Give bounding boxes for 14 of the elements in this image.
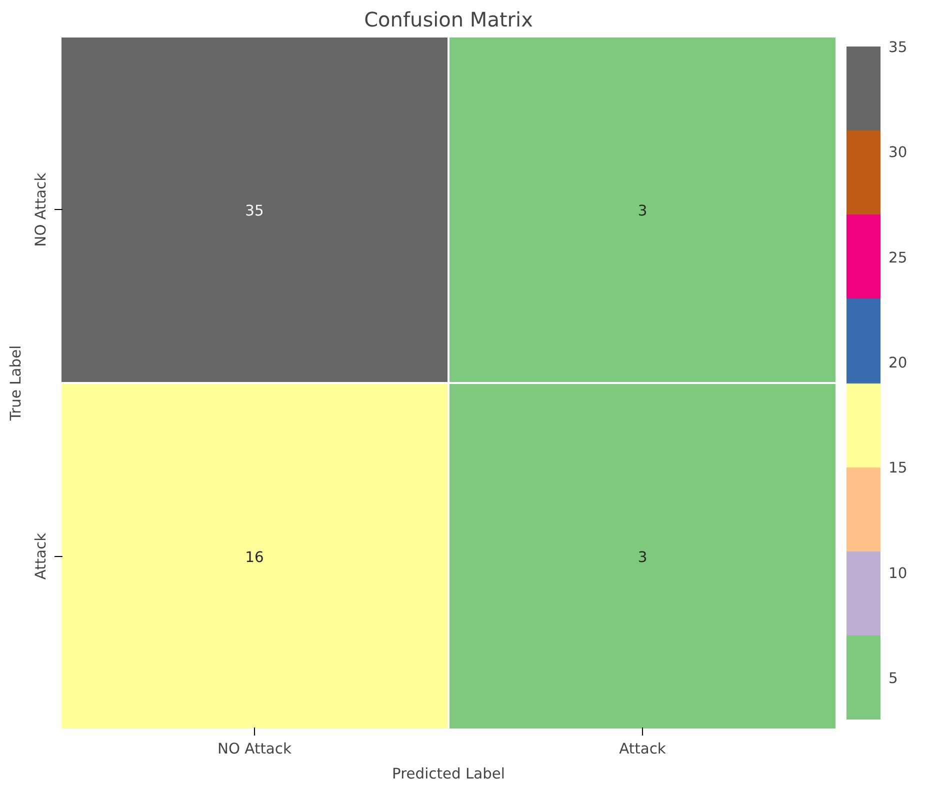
data-label: 35 (245, 202, 264, 220)
data-label: 3 (638, 548, 648, 566)
color-bar-label: 15 (888, 460, 908, 477)
x-axis-title: Predicted Label (392, 766, 505, 782)
data-label: 3 (638, 202, 648, 220)
color-bar-label: 10 (888, 564, 908, 582)
color-bar-label: 5 (888, 670, 898, 687)
data-label: 16 (245, 548, 264, 566)
chart-title: Confusion Matrix (364, 8, 534, 32)
color-bar-label: 30 (888, 144, 908, 162)
color-bar-label: 20 (888, 354, 908, 372)
color-bar-label: 25 (888, 249, 908, 266)
color-bar-label: 35 (888, 39, 908, 56)
y-axis-title: True Label (8, 345, 24, 422)
